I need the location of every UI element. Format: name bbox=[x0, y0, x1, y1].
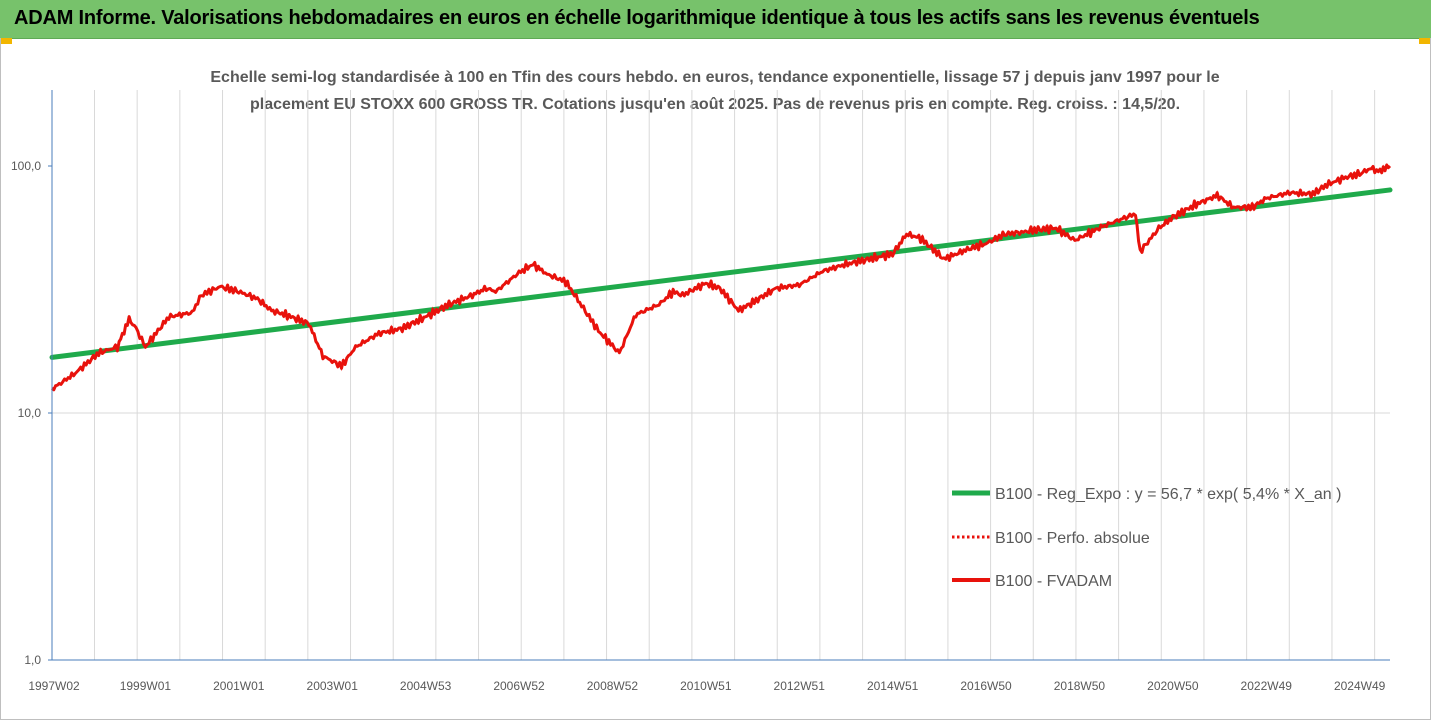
x-tick-label: 2003W01 bbox=[307, 679, 359, 693]
plot-area bbox=[49, 163, 1393, 392]
corner-marker-right bbox=[1419, 38, 1431, 44]
x-tick-label: 2001W01 bbox=[213, 679, 265, 693]
series-line-fvadam bbox=[50, 163, 1392, 392]
x-tick-label: 2006W52 bbox=[493, 679, 545, 693]
x-tick-label: 2004W53 bbox=[400, 679, 452, 693]
legend: B100 - Reg_Expo : y = 56,7 * exp( 5,4% *… bbox=[952, 486, 1341, 590]
x-tick-label: 2010W51 bbox=[680, 679, 732, 693]
x-tick-label: 2022W49 bbox=[1241, 679, 1293, 693]
legend-label: B100 - FVADAM bbox=[995, 573, 1112, 590]
title-banner: ADAM Informe. Valorisations hebdomadaire… bbox=[0, 0, 1431, 39]
legend-label: B100 - Reg_Expo : y = 56,7 * exp( 5,4% *… bbox=[995, 486, 1341, 503]
series-line-regression bbox=[49, 187, 1393, 360]
x-tick-label: 2020W50 bbox=[1147, 679, 1199, 693]
x-tick-label: 2024W49 bbox=[1334, 679, 1386, 693]
gridlines bbox=[52, 90, 1390, 660]
x-tick-label: 2014W51 bbox=[867, 679, 919, 693]
axes: 1,0 10,0 100,0 1997W02 1999W01 2001W01 2003W01… bbox=[11, 90, 1390, 693]
x-tick-label: 2016W50 bbox=[960, 679, 1012, 693]
y-tick-label: 10,0 bbox=[18, 406, 42, 420]
y-tick-label: 100,0 bbox=[11, 159, 41, 173]
series-line-perfo-absolue bbox=[51, 163, 1391, 392]
x-tick-label: 1997W02 bbox=[28, 679, 80, 693]
legend-label: B100 - Perfo. absolue bbox=[995, 530, 1150, 547]
x-tick-label: 2018W50 bbox=[1054, 679, 1106, 693]
x-tick-label: 1999W01 bbox=[120, 679, 172, 693]
page-title: ADAM Informe. Valorisations hebdomadaire… bbox=[14, 7, 1260, 29]
y-tick-label: 1,0 bbox=[24, 653, 41, 667]
corner-marker-left bbox=[0, 38, 12, 44]
x-tick-label: 2008W52 bbox=[587, 679, 639, 693]
x-tick-label: 2012W51 bbox=[774, 679, 826, 693]
